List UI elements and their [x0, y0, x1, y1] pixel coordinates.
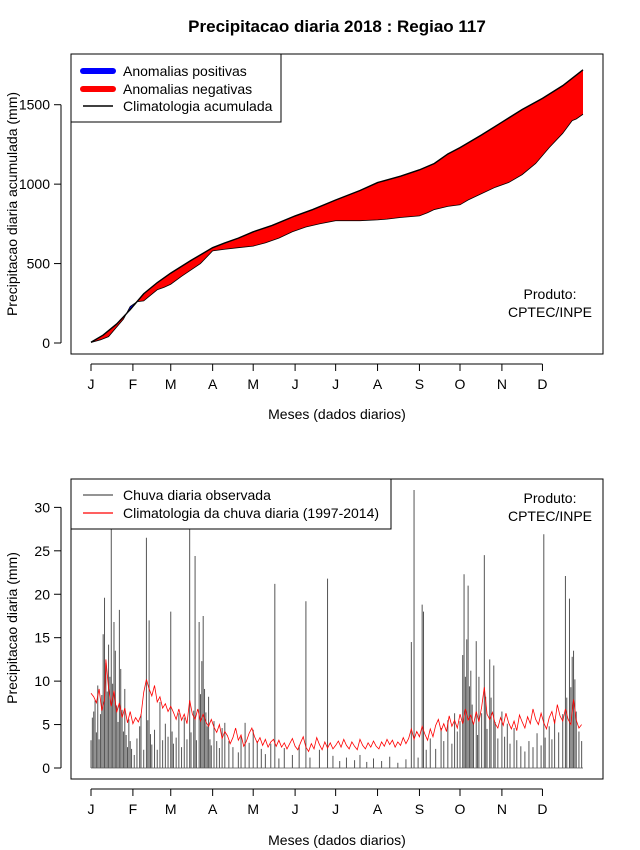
legend-entry-climatology: Climatologia acumulada [123, 98, 273, 114]
x-axis-label: Meses (dados diarios) [268, 832, 406, 848]
climatology-daily-line [90, 659, 582, 753]
x-tick-label: J [88, 801, 95, 817]
climatology-accumulated-line [90, 69, 584, 343]
y-axis: 0 5 10 15 20 25 30 [34, 499, 62, 776]
x-tick-label: J [88, 376, 95, 392]
product-source: CPTEC/INPE [508, 508, 592, 524]
legend-entry-negative: Anomalias negativas [123, 81, 252, 97]
x-tick-label: A [373, 376, 383, 392]
legend-entry-positive: Anomalias positivas [123, 63, 247, 79]
x-tick-label: M [247, 376, 259, 392]
y-axis: 0 500 1000 1500 [19, 97, 62, 351]
observed-bars [90, 490, 583, 769]
y-tick-label: 0 [42, 760, 50, 776]
climatology-line [90, 659, 582, 753]
plot-frame [70, 53, 604, 355]
x-tick-label: O [455, 801, 466, 817]
x-tick-label: S [415, 801, 424, 817]
y-tick-label: 25 [34, 543, 50, 559]
x-tick-label: O [455, 376, 466, 392]
legend: Chuva diaria observada Climatologia da c… [70, 478, 392, 530]
legend: Anomalias positivas Anomalias negativas … [70, 53, 282, 123]
y-axis-label: Precipitacao diaria acumulada (mm) [4, 92, 20, 316]
y-tick-label: 30 [34, 499, 50, 515]
y-tick-label: 500 [27, 256, 51, 272]
y-tick-label: 5 [42, 717, 50, 733]
x-tick-label: J [292, 801, 299, 817]
x-tick-label: J [292, 376, 299, 392]
x-tick-label: F [129, 801, 138, 817]
daily-chart: J F M A M J J A S O N D 0 5 10 15 20 25 30 Meses (dados d… [4, 478, 604, 848]
x-tick-label: A [208, 376, 218, 392]
y-tick-label: 0 [42, 335, 50, 351]
x-tick-label: D [537, 801, 547, 817]
accumulated-chart: J F M A M J J A S O N D 0 500 1000 1500 Meses (dados d… [4, 53, 604, 422]
y-tick-label: 1500 [19, 97, 50, 113]
product-source: CPTEC/INPE [508, 304, 592, 320]
x-tick-label: M [247, 801, 259, 817]
x-tick-label: D [537, 376, 547, 392]
y-tick-label: 1000 [19, 176, 50, 192]
y-tick-label: 15 [34, 630, 50, 646]
x-tick-label: N [497, 801, 507, 817]
x-tick-label: J [332, 376, 339, 392]
negative-anomaly-area [91, 311, 128, 343]
x-tick-label: M [165, 801, 177, 817]
y-tick-label: 20 [34, 586, 50, 602]
accumulated-lines [90, 69, 584, 343]
observed-accumulated-line [90, 113, 584, 343]
negative-anomaly-area [138, 69, 583, 302]
y-axis-label: Precipitacao diaria (mm) [4, 552, 20, 704]
product-label: Produto: [524, 286, 577, 302]
x-tick-label: F [129, 376, 138, 392]
legend-entry-observed: Chuva diaria observada [123, 487, 271, 503]
x-tick-label: A [373, 801, 383, 817]
product-label: Produto: [524, 490, 577, 506]
x-tick-label: S [415, 376, 424, 392]
legend-box [70, 478, 392, 530]
x-axis-label: Meses (dados diarios) [268, 406, 406, 422]
x-tick-label: N [497, 376, 507, 392]
x-tick-label: M [165, 376, 177, 392]
figure-title: Precipitacao diaria 2018 : Regiao 117 [188, 17, 486, 36]
x-tick-label: J [332, 801, 339, 817]
y-tick-label: 10 [34, 673, 50, 689]
x-tick-label: A [208, 801, 218, 817]
legend-entry-climatology: Climatologia da chuva diaria (1997-2014) [123, 505, 379, 521]
